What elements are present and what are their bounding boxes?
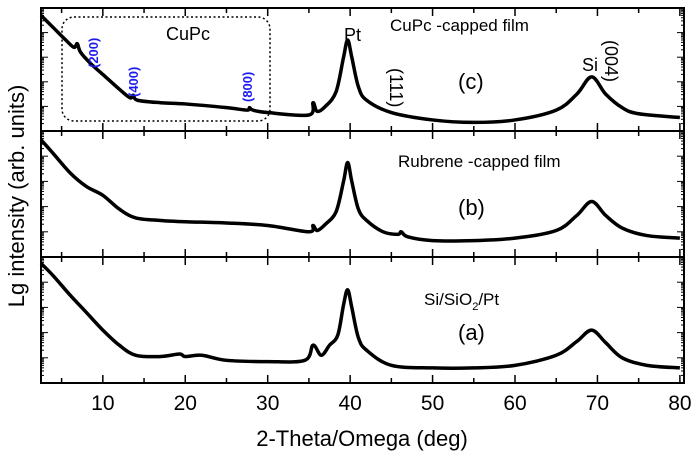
x-tick-label: 60 [503, 392, 526, 415]
panel-c-title: CuPc -capped film [390, 16, 529, 35]
si-label: Si [582, 55, 598, 75]
cupc-peak-400: (400) [126, 67, 141, 97]
cupc-box-title: CuPc [166, 24, 210, 44]
x-tick-label: 70 [586, 392, 609, 415]
x-tick-label: 40 [338, 392, 361, 415]
x-tick-label: 30 [256, 392, 279, 415]
panel-c-label: (c) [458, 69, 484, 94]
pt-index-label: (111) [386, 68, 406, 107]
panel-a-label: (a) [458, 320, 485, 345]
series-line-a [39, 262, 681, 370]
x-axis-label: 2-Theta/Omega (deg) [256, 426, 468, 451]
series-line-c [39, 14, 681, 125]
x-tick-label: 10 [91, 392, 114, 415]
x-tick-label: 20 [174, 392, 197, 415]
panel-a-title: Si/SiO2/Pt [424, 290, 499, 313]
cupc-box [61, 16, 271, 122]
panel-b-frame [40, 130, 685, 258]
panel-a-frame [40, 256, 685, 384]
x-tick-label: 80 [668, 392, 691, 415]
si-index-label: (004) [601, 40, 621, 82]
x-tick-label: 50 [421, 392, 444, 415]
panel-b-label: (b) [458, 195, 485, 220]
panel-b-title: Rubrene -capped film [398, 152, 561, 171]
cupc-peak-800: (800) [240, 72, 255, 102]
cupc-peak-200: (200) [86, 38, 101, 68]
pt-label: Pt [344, 25, 361, 45]
series-line-b [39, 138, 681, 243]
y-axis-label: Lg intensity (arb. units) [4, 85, 29, 308]
